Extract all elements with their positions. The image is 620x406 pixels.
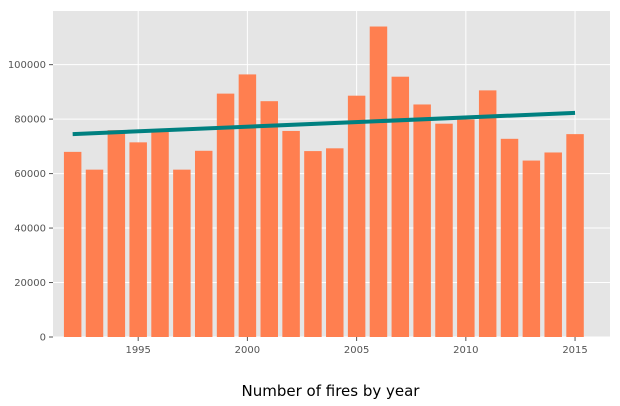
bar-2008 xyxy=(413,104,431,337)
x-axis-label: Number of fires by year xyxy=(242,382,421,400)
bar-2004 xyxy=(326,148,344,337)
bar-1997 xyxy=(173,169,191,337)
x-tick-label: 2015 xyxy=(562,345,587,356)
bar-1999 xyxy=(216,93,235,337)
bar-2012 xyxy=(500,138,519,337)
bar-1996 xyxy=(151,131,169,337)
bar-2013 xyxy=(522,160,541,337)
x-tick-label: 1995 xyxy=(125,345,150,356)
bar-2014 xyxy=(544,152,562,337)
y-tick-label: 100000 xyxy=(8,60,46,71)
bar-2006 xyxy=(369,26,388,338)
x-tick-label: 2000 xyxy=(235,345,260,356)
bar-2009 xyxy=(435,123,453,337)
bar-2000 xyxy=(238,74,257,338)
y-axis-ticks: 0 20000 40000 60000 80000 100000 xyxy=(8,60,53,344)
x-tick-label: 2005 xyxy=(344,345,369,356)
x-axis-ticks: 1995 2000 2005 2010 2015 xyxy=(125,337,588,356)
bar-2010 xyxy=(457,119,475,337)
bar-1994 xyxy=(107,130,126,337)
bars xyxy=(63,26,584,338)
bar-2003 xyxy=(304,151,322,337)
trend-line xyxy=(72,110,576,137)
bar-2001 xyxy=(260,101,278,338)
x-tick-label: 2010 xyxy=(453,345,478,356)
bar-2015 xyxy=(566,134,584,337)
bar-2002 xyxy=(282,130,300,337)
bar-1995 xyxy=(129,142,147,337)
bar-1998 xyxy=(194,150,213,337)
y-tick-label: 60000 xyxy=(14,169,46,180)
bar-2005 xyxy=(347,95,366,338)
bar-1992 xyxy=(63,151,82,337)
y-tick-label: 80000 xyxy=(14,115,46,126)
y-tick-label: 0 xyxy=(40,333,46,344)
y-tick-label: 20000 xyxy=(14,278,46,289)
bar-1993 xyxy=(85,169,104,337)
y-tick-label: 40000 xyxy=(14,224,46,235)
bar-2007 xyxy=(391,76,410,337)
bar-2011 xyxy=(478,90,497,338)
